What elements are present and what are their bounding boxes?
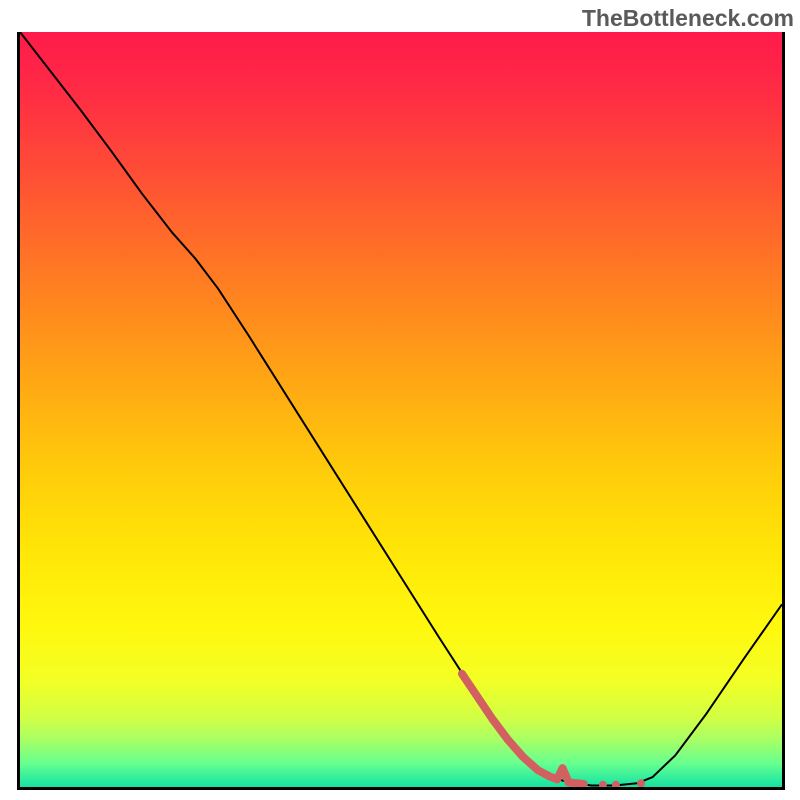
highlight-markers xyxy=(462,674,645,787)
chart-container: TheBottleneck.com xyxy=(0,0,800,800)
plot-area xyxy=(17,32,785,790)
chart-overlay xyxy=(20,32,782,787)
bottleneck-curve xyxy=(20,32,782,785)
watermark-text: TheBottleneck.com xyxy=(582,5,794,32)
